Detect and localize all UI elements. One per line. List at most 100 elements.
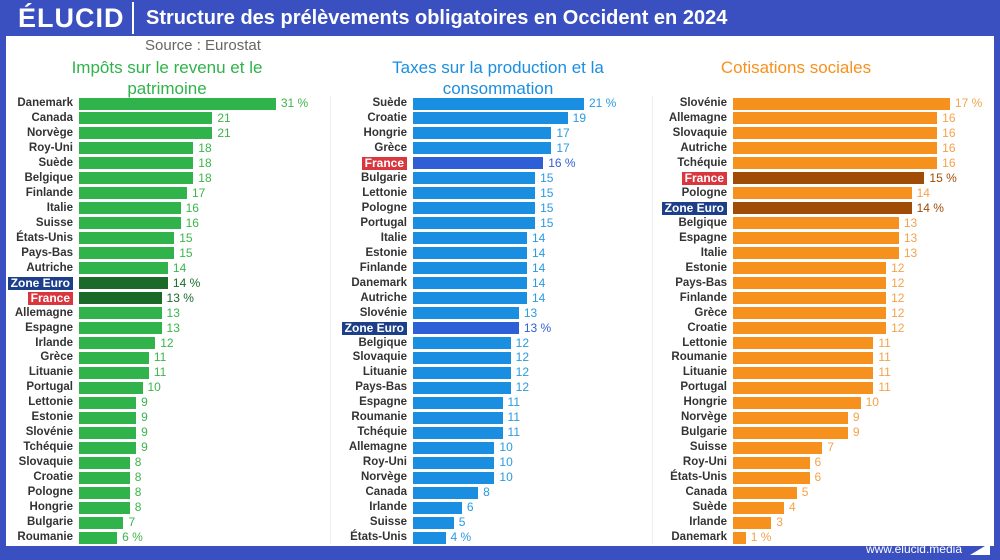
value-label: 15	[179, 245, 193, 260]
category-label: Canada	[685, 486, 727, 499]
bar	[733, 322, 887, 335]
bar	[733, 501, 785, 514]
category-label: Grèce	[40, 351, 73, 364]
category-label: Roy-Uni	[28, 141, 73, 154]
bar	[733, 262, 887, 275]
value-label: 8	[134, 500, 142, 515]
bar	[79, 322, 162, 335]
divider	[652, 96, 653, 544]
bar	[733, 157, 938, 170]
value-label: 12	[891, 275, 905, 290]
category-label: Allemagne	[348, 441, 407, 454]
bar	[79, 411, 137, 424]
category-label: Tchéquie	[677, 156, 727, 169]
value-label: 14	[172, 260, 187, 275]
value-label: 14 %	[916, 200, 944, 215]
bar	[733, 217, 899, 230]
bar	[79, 277, 168, 290]
bar	[733, 292, 887, 305]
value-label: 9	[141, 410, 148, 425]
bar	[413, 516, 454, 529]
value-label: 18	[198, 155, 212, 170]
bar	[413, 381, 511, 394]
bar	[733, 366, 874, 379]
value-label: 10	[865, 395, 879, 410]
value-label: 16	[942, 110, 956, 125]
value-label: 12	[891, 260, 905, 275]
category-label: Roumanie	[17, 531, 73, 544]
value-label: 13 %	[523, 320, 552, 335]
value-label: 8	[134, 485, 142, 500]
category-label: Slovaquie	[352, 351, 407, 364]
value-label: 17 %	[954, 96, 983, 110]
category-label: Pays-Bas	[675, 276, 727, 289]
value-label: 16	[942, 125, 956, 140]
footer-url[interactable]: www.elucid.media	[865, 542, 962, 556]
bar	[413, 262, 527, 275]
category-label: Suède	[38, 156, 73, 169]
category-label: Finlande	[25, 186, 73, 199]
value-label: 11	[507, 410, 520, 425]
category-label: Lettonie	[28, 396, 73, 409]
bar	[413, 441, 495, 454]
bar	[79, 486, 130, 499]
bar	[413, 217, 536, 230]
category-label: Pologne	[27, 486, 73, 499]
value-label: 9	[852, 425, 860, 440]
bar	[733, 277, 887, 290]
value-label: 15	[540, 215, 554, 230]
bar	[413, 112, 568, 125]
category-label: Finlande	[359, 261, 407, 274]
category-label: Norvège	[26, 126, 73, 139]
value-label: 11	[153, 365, 167, 380]
category-label: Grèce	[694, 306, 727, 319]
bar	[733, 516, 772, 529]
bar	[413, 486, 479, 499]
value-label: 14	[531, 275, 546, 290]
category-label: France	[361, 156, 407, 170]
category-label: Irlande	[35, 336, 73, 349]
category-label: Lettonie	[682, 336, 727, 349]
category-label: Bulgarie	[360, 171, 407, 184]
category-label: Espagne	[359, 396, 407, 409]
value-label: 10	[499, 440, 513, 455]
category-label: Estonie	[685, 261, 727, 274]
bar	[79, 456, 130, 469]
category-label: Roy-Uni	[682, 456, 727, 469]
bar	[79, 262, 168, 275]
category-label: Pays-Bas	[355, 381, 407, 394]
bar	[79, 531, 118, 544]
category-label: Roy-Uni	[362, 456, 407, 469]
category-label: Irlande	[689, 516, 727, 529]
value-label: 11	[878, 365, 891, 380]
value-label: 6	[814, 455, 822, 470]
category-label: Irlande	[369, 501, 407, 514]
value-label: 9	[141, 395, 148, 410]
bar	[733, 441, 823, 454]
bar	[79, 187, 187, 200]
value-label: 17	[556, 125, 570, 140]
bar	[733, 202, 912, 215]
value-label: 18	[198, 140, 212, 155]
value-label: 8	[134, 470, 142, 485]
category-label: Hongrie	[363, 126, 407, 139]
bar	[733, 97, 950, 110]
category-label: Portugal	[360, 216, 407, 229]
category-label: Suisse	[689, 441, 727, 454]
category-label: Grèce	[374, 141, 407, 154]
value-label: 16 %	[548, 155, 576, 170]
value-label: 13	[903, 215, 918, 230]
value-label: 13	[903, 245, 918, 260]
value-label: 12	[515, 380, 530, 395]
bar	[79, 142, 194, 155]
value-label: 21 %	[588, 96, 617, 110]
category-label: Hongrie	[683, 396, 727, 409]
category-label: Estonie	[365, 246, 407, 259]
bar	[733, 486, 797, 499]
value-label: 14	[531, 290, 546, 305]
value-label: 10	[499, 455, 513, 470]
bar	[413, 307, 519, 320]
bar	[733, 112, 938, 125]
bar	[79, 351, 149, 364]
panel-title-production: Taxes sur la production et la consommati…	[392, 58, 604, 98]
